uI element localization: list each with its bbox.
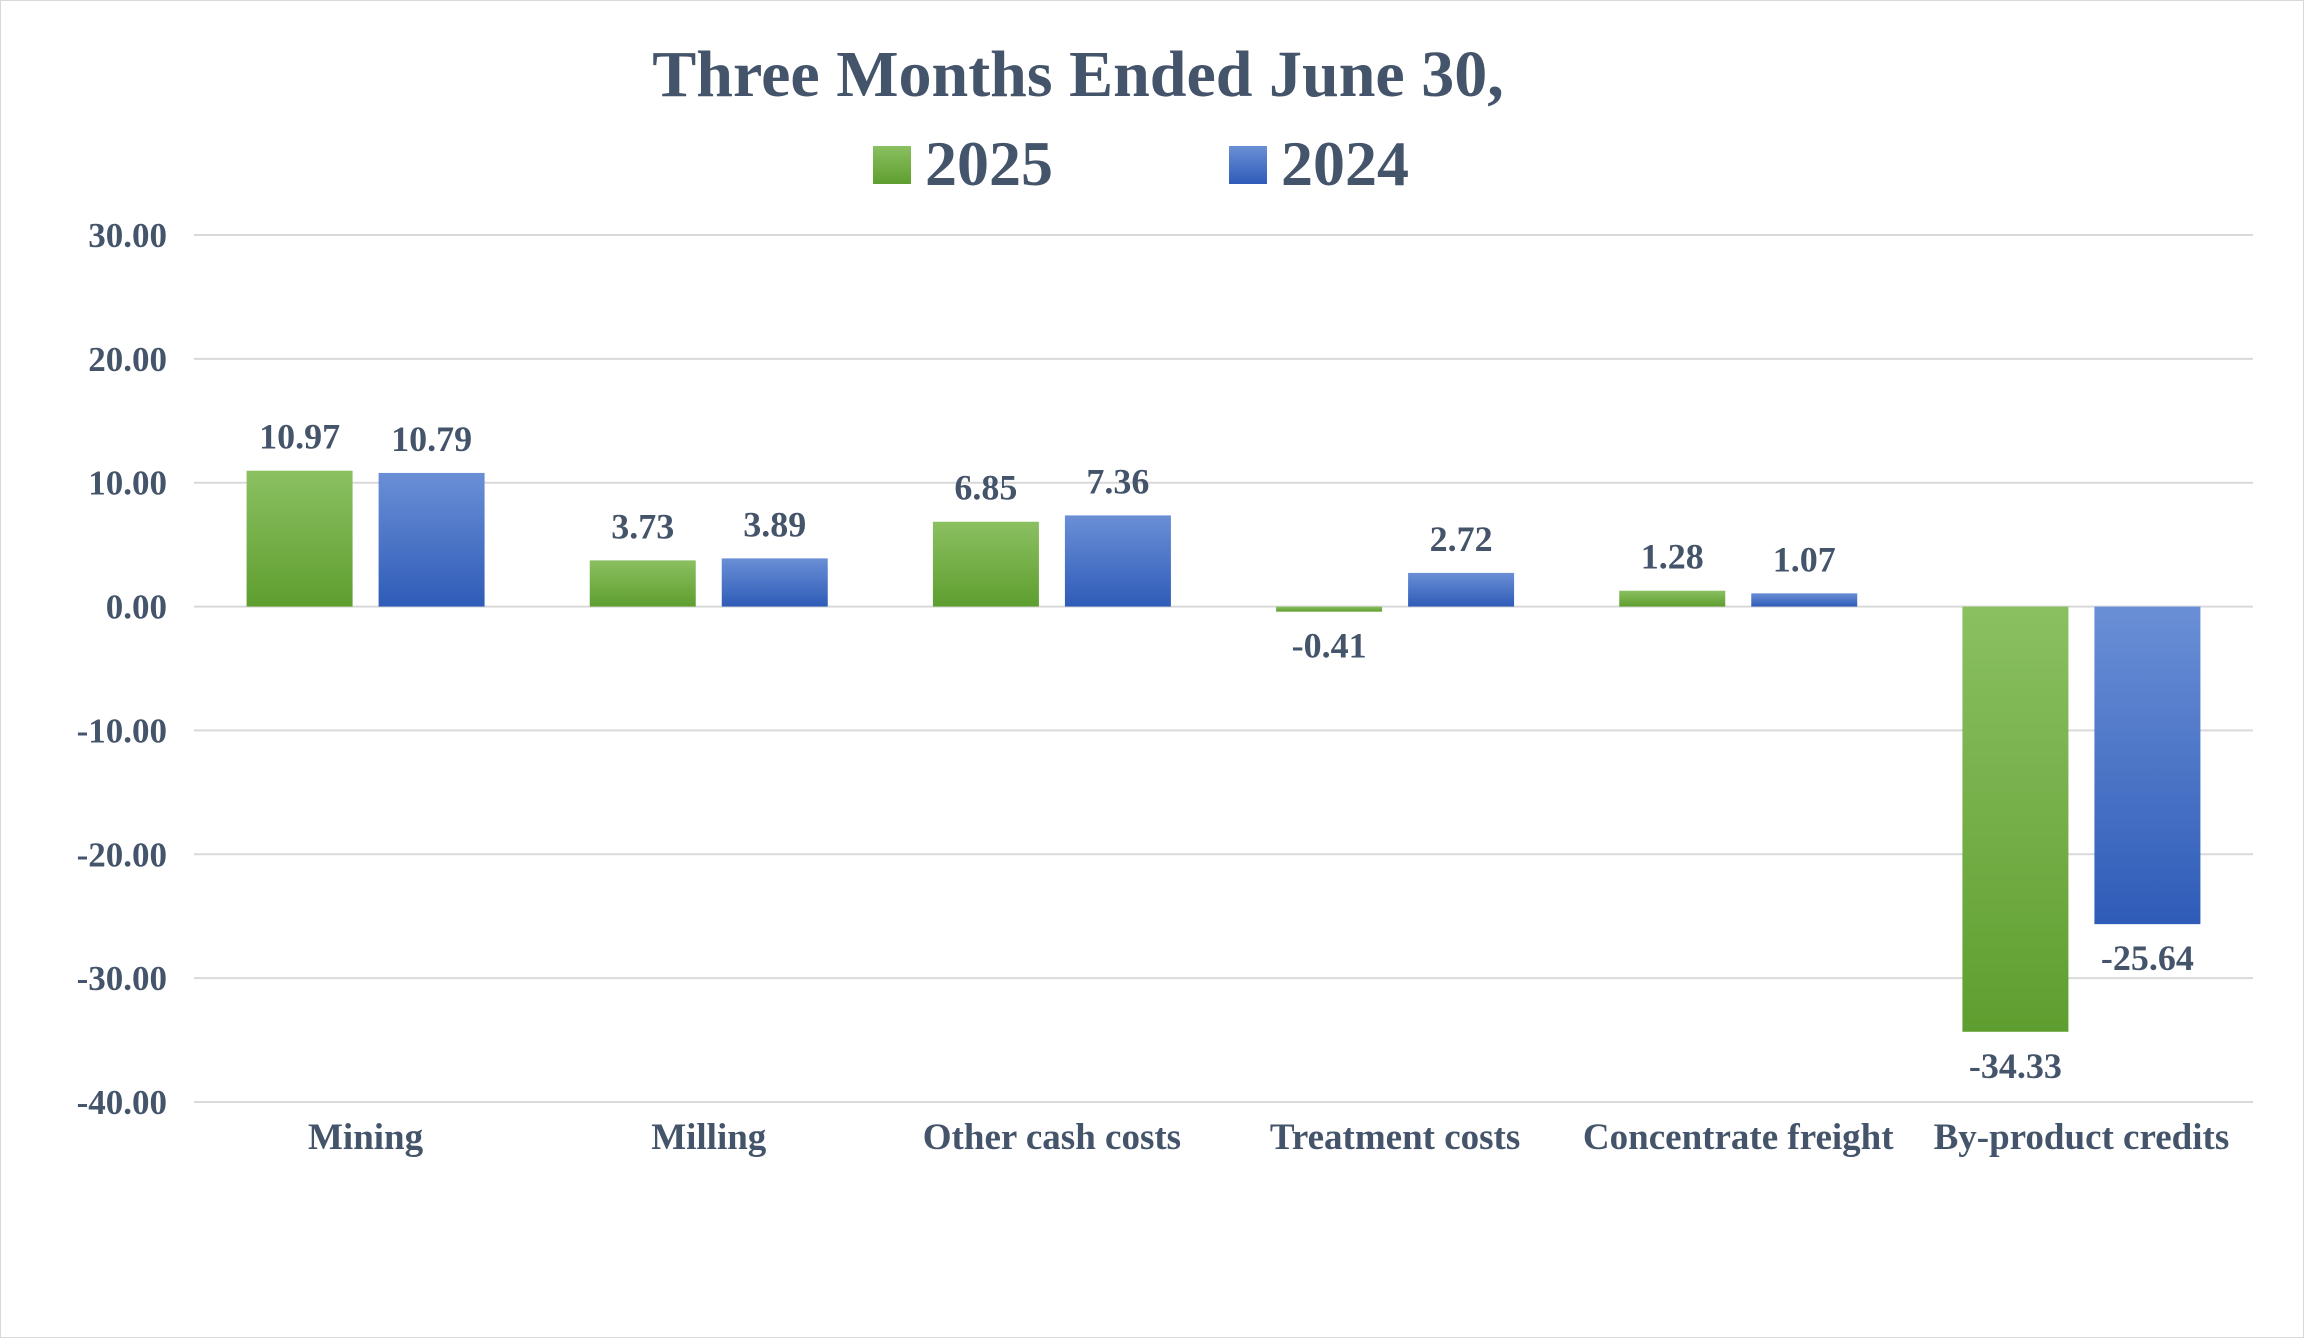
y-tick-label: 30.00 bbox=[88, 216, 167, 255]
bar-2025-treatment-costs bbox=[1276, 606, 1383, 612]
bar-2024-treatment-costs bbox=[1408, 572, 1515, 607]
gridlines bbox=[194, 234, 2253, 1103]
data-label: 3.89 bbox=[743, 504, 806, 544]
legend-swatch-2024 bbox=[1229, 146, 1267, 184]
bar-2024-by-product-credits bbox=[2094, 606, 2201, 925]
data-label: 10.79 bbox=[391, 419, 472, 459]
data-label: -0.41 bbox=[1292, 626, 1367, 666]
data-label: 10.97 bbox=[259, 417, 340, 457]
bar-2024-milling bbox=[721, 558, 828, 607]
data-label: 2.72 bbox=[1430, 519, 1493, 559]
y-tick-label: 0.00 bbox=[106, 588, 167, 627]
x-tick-label: Treatment costs bbox=[1270, 1117, 1520, 1158]
y-tick-label: -10.00 bbox=[77, 711, 167, 750]
data-label: 7.36 bbox=[1086, 461, 1149, 501]
data-label: 3.73 bbox=[611, 506, 674, 546]
bar-2025-milling bbox=[589, 560, 696, 607]
x-tick-label: Mining bbox=[308, 1117, 424, 1158]
bar-2024-other-cash-costs bbox=[1064, 515, 1171, 607]
bar-2025-by-product-credits bbox=[1962, 606, 2069, 1032]
y-tick-label: 10.00 bbox=[88, 464, 167, 503]
data-label: 1.07 bbox=[1773, 539, 1836, 579]
legend: 2025 2024 bbox=[873, 128, 1409, 199]
data-labels: 10.97 10.79 3.73 3.89 6.85 7.36 -0.41 2.72 1.28 1… bbox=[259, 417, 2194, 1086]
x-tick-label: Concentrate freight bbox=[1583, 1117, 1894, 1158]
bar-2025-concentrate-freight bbox=[1619, 590, 1726, 607]
bar-2025-other-cash-costs bbox=[932, 521, 1039, 607]
x-axis: Mining Milling Other cash costs Treatment c… bbox=[308, 1117, 2229, 1158]
x-tick-label: Milling bbox=[651, 1117, 767, 1158]
bars bbox=[246, 470, 2201, 1032]
legend-label-2024: 2024 bbox=[1281, 128, 1409, 199]
legend-label-2025: 2025 bbox=[925, 128, 1053, 199]
legend-swatch-2025 bbox=[873, 146, 911, 184]
chart-title: Three Months Ended June 30, bbox=[652, 38, 1503, 111]
data-label: -25.64 bbox=[2101, 938, 2194, 978]
data-label: 6.85 bbox=[954, 468, 1017, 508]
bar-2025-mining bbox=[246, 470, 353, 607]
x-tick-label: By-product credits bbox=[1934, 1117, 2230, 1158]
y-tick-label: 20.00 bbox=[88, 340, 167, 379]
bar-2024-concentrate-freight bbox=[1751, 593, 1858, 607]
y-tick-label: -30.00 bbox=[77, 959, 167, 998]
y-tick-label: -40.00 bbox=[77, 1083, 167, 1122]
data-label: 1.28 bbox=[1641, 537, 1704, 577]
y-axis: 30.00 20.00 10.00 0.00 -10.00 -20.00 -30.00 -40… bbox=[77, 216, 167, 1122]
data-label: -34.33 bbox=[1969, 1046, 2062, 1086]
y-tick-label: -20.00 bbox=[77, 835, 167, 874]
bar-2024-mining bbox=[378, 472, 485, 607]
x-tick-label: Other cash costs bbox=[923, 1117, 1181, 1158]
